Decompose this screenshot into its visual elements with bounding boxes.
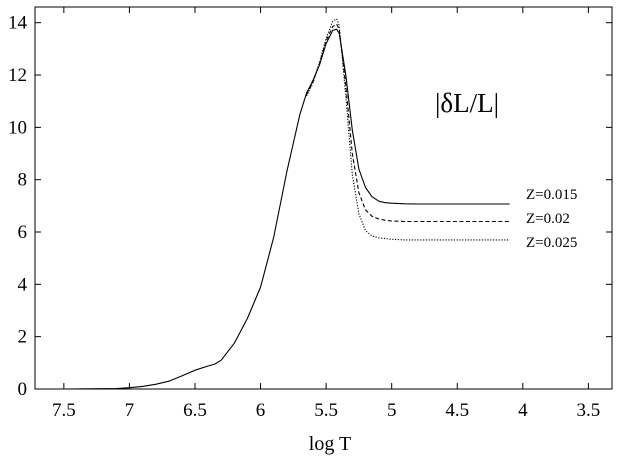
y-tick-label: 4 (18, 274, 28, 295)
x-tick-label: 6.5 (183, 400, 207, 421)
x-tick-label: 7.5 (52, 400, 76, 421)
legend-label: Z=0.025 (526, 235, 577, 251)
y-axis-ticks: 0 2 4 6 8 10 12 14 (8, 13, 612, 400)
series-line-z-0-02 (306, 23, 510, 223)
x-tick-label: 3.5 (577, 400, 601, 421)
x-tick-label: 5 (387, 400, 397, 421)
y-tick-label: 8 (18, 170, 28, 191)
series-layer (63, 18, 510, 390)
y-tick-label: 14 (8, 13, 28, 34)
y-tick-label: 0 (18, 379, 28, 400)
legend: Z=0.015 Z=0.02 Z=0.025 (526, 187, 577, 251)
legend-label: Z=0.02 (526, 211, 570, 227)
x-tick-label: 7 (125, 400, 135, 421)
x-tick-label: 4 (518, 400, 528, 421)
y-tick-label: 10 (8, 117, 27, 138)
legend-label: Z=0.015 (526, 187, 577, 203)
x-axis-ticks: 7.5 7 6.5 6 5.5 5 4.5 4 3.5 (52, 7, 600, 421)
x-tick-label: 6 (256, 400, 266, 421)
y-tick-label: 6 (18, 222, 28, 243)
annotation-delta-l-over-l: |δL/L| (435, 88, 499, 118)
plot-frame (34, 6, 613, 390)
x-axis-title: log T (309, 433, 351, 455)
x-tick-label: 5.5 (314, 400, 338, 421)
series-line-z-0-015 (63, 28, 510, 390)
y-tick-label: 2 (18, 327, 28, 348)
y-tick-label: 12 (8, 65, 27, 86)
plot-border (34, 6, 613, 390)
series-line-z-0-025 (306, 18, 510, 241)
x-tick-label: 4.5 (445, 400, 469, 421)
